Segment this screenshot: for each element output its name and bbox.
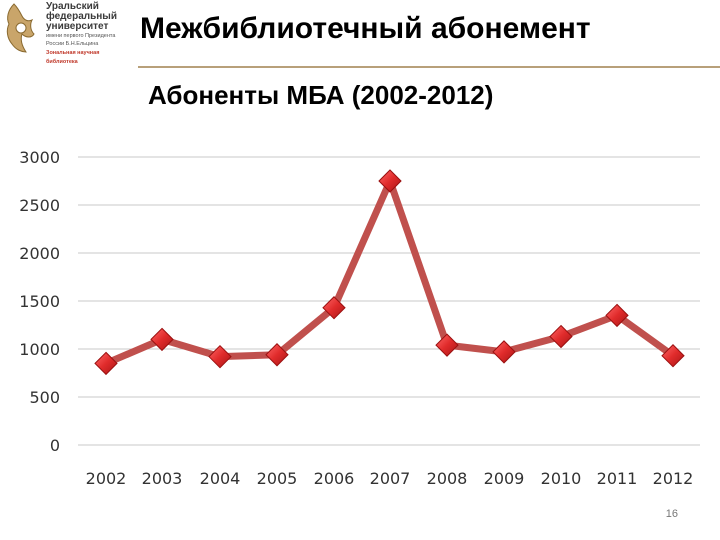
- x-axis-ticks: 2002 2003 2004 2005 2006 2007 2008 2009 2010 2011…: [86, 469, 694, 488]
- logo-subtitle-line-1: имени первого Президента: [46, 33, 116, 39]
- x-tick-label-2005: 2005: [257, 469, 298, 488]
- data-point-2010: [549, 324, 573, 349]
- logo-subtitle-line-2: России Б.Н.Ельцина: [46, 41, 99, 47]
- slide-title: Межбиблиотечный абонемент: [140, 12, 591, 45]
- data-point-2009: [492, 340, 516, 364]
- data-point-2006: [322, 296, 346, 320]
- title-divider: [138, 66, 720, 68]
- logo-name-line-1: Уральский: [46, 1, 99, 12]
- data-point-2008: [435, 333, 459, 357]
- series-line: [102, 177, 677, 367]
- data-point-2005: [265, 343, 289, 367]
- data-point-2012: [661, 344, 685, 368]
- x-tick-label-2011: 2011: [597, 469, 638, 488]
- x-tick-label-2008: 2008: [427, 469, 468, 488]
- chart-title: Абоненты МБА (2002-2012): [148, 80, 494, 110]
- x-tick-label-2004: 2004: [200, 469, 241, 488]
- y-tick-label-0: 0: [50, 436, 60, 455]
- y-tick-label-2000: 2000: [19, 244, 60, 263]
- y-tick-label-500: 500: [29, 388, 60, 407]
- grid-lines: [78, 156, 700, 446]
- logo-library-line-2: библиотека: [46, 59, 78, 65]
- y-tick-label-1500: 1500: [19, 292, 60, 311]
- y-tick-label-1000: 1000: [19, 340, 60, 359]
- x-tick-label-2012: 2012: [653, 469, 694, 488]
- series-markers: [94, 169, 685, 376]
- logo-text: Уральский федеральный университет имени …: [46, 2, 136, 66]
- y-tick-label-3000: 3000: [19, 148, 60, 167]
- university-emblem-icon: [6, 3, 35, 53]
- x-tick-label-2007: 2007: [370, 469, 411, 488]
- university-logo: Уральский федеральный университет имени …: [4, 2, 134, 82]
- data-point-2003: [150, 327, 174, 352]
- y-tick-label-2500: 2500: [19, 196, 60, 215]
- logo-library-line-1: Зональная научная: [46, 50, 100, 56]
- slide-number: 16: [665, 508, 678, 520]
- logo-name-line-2: федеральный: [46, 11, 117, 22]
- x-tick-label-2006: 2006: [314, 469, 355, 488]
- series-line-1: [102, 177, 677, 367]
- x-tick-label-2003: 2003: [142, 469, 183, 488]
- data-point-2002: [94, 351, 118, 376]
- data-point-2007: [378, 169, 402, 193]
- x-tick-label-2009: 2009: [484, 469, 525, 488]
- x-tick-label-2002: 2002: [86, 469, 127, 488]
- y-axis-ticks: 0 500 1000 1500 2000 2500 3000: [19, 148, 60, 455]
- x-tick-label-2010: 2010: [541, 469, 582, 488]
- data-point-2011: [605, 303, 629, 328]
- logo-name-line-3: университет: [46, 21, 109, 32]
- data-point-2004: [208, 344, 232, 369]
